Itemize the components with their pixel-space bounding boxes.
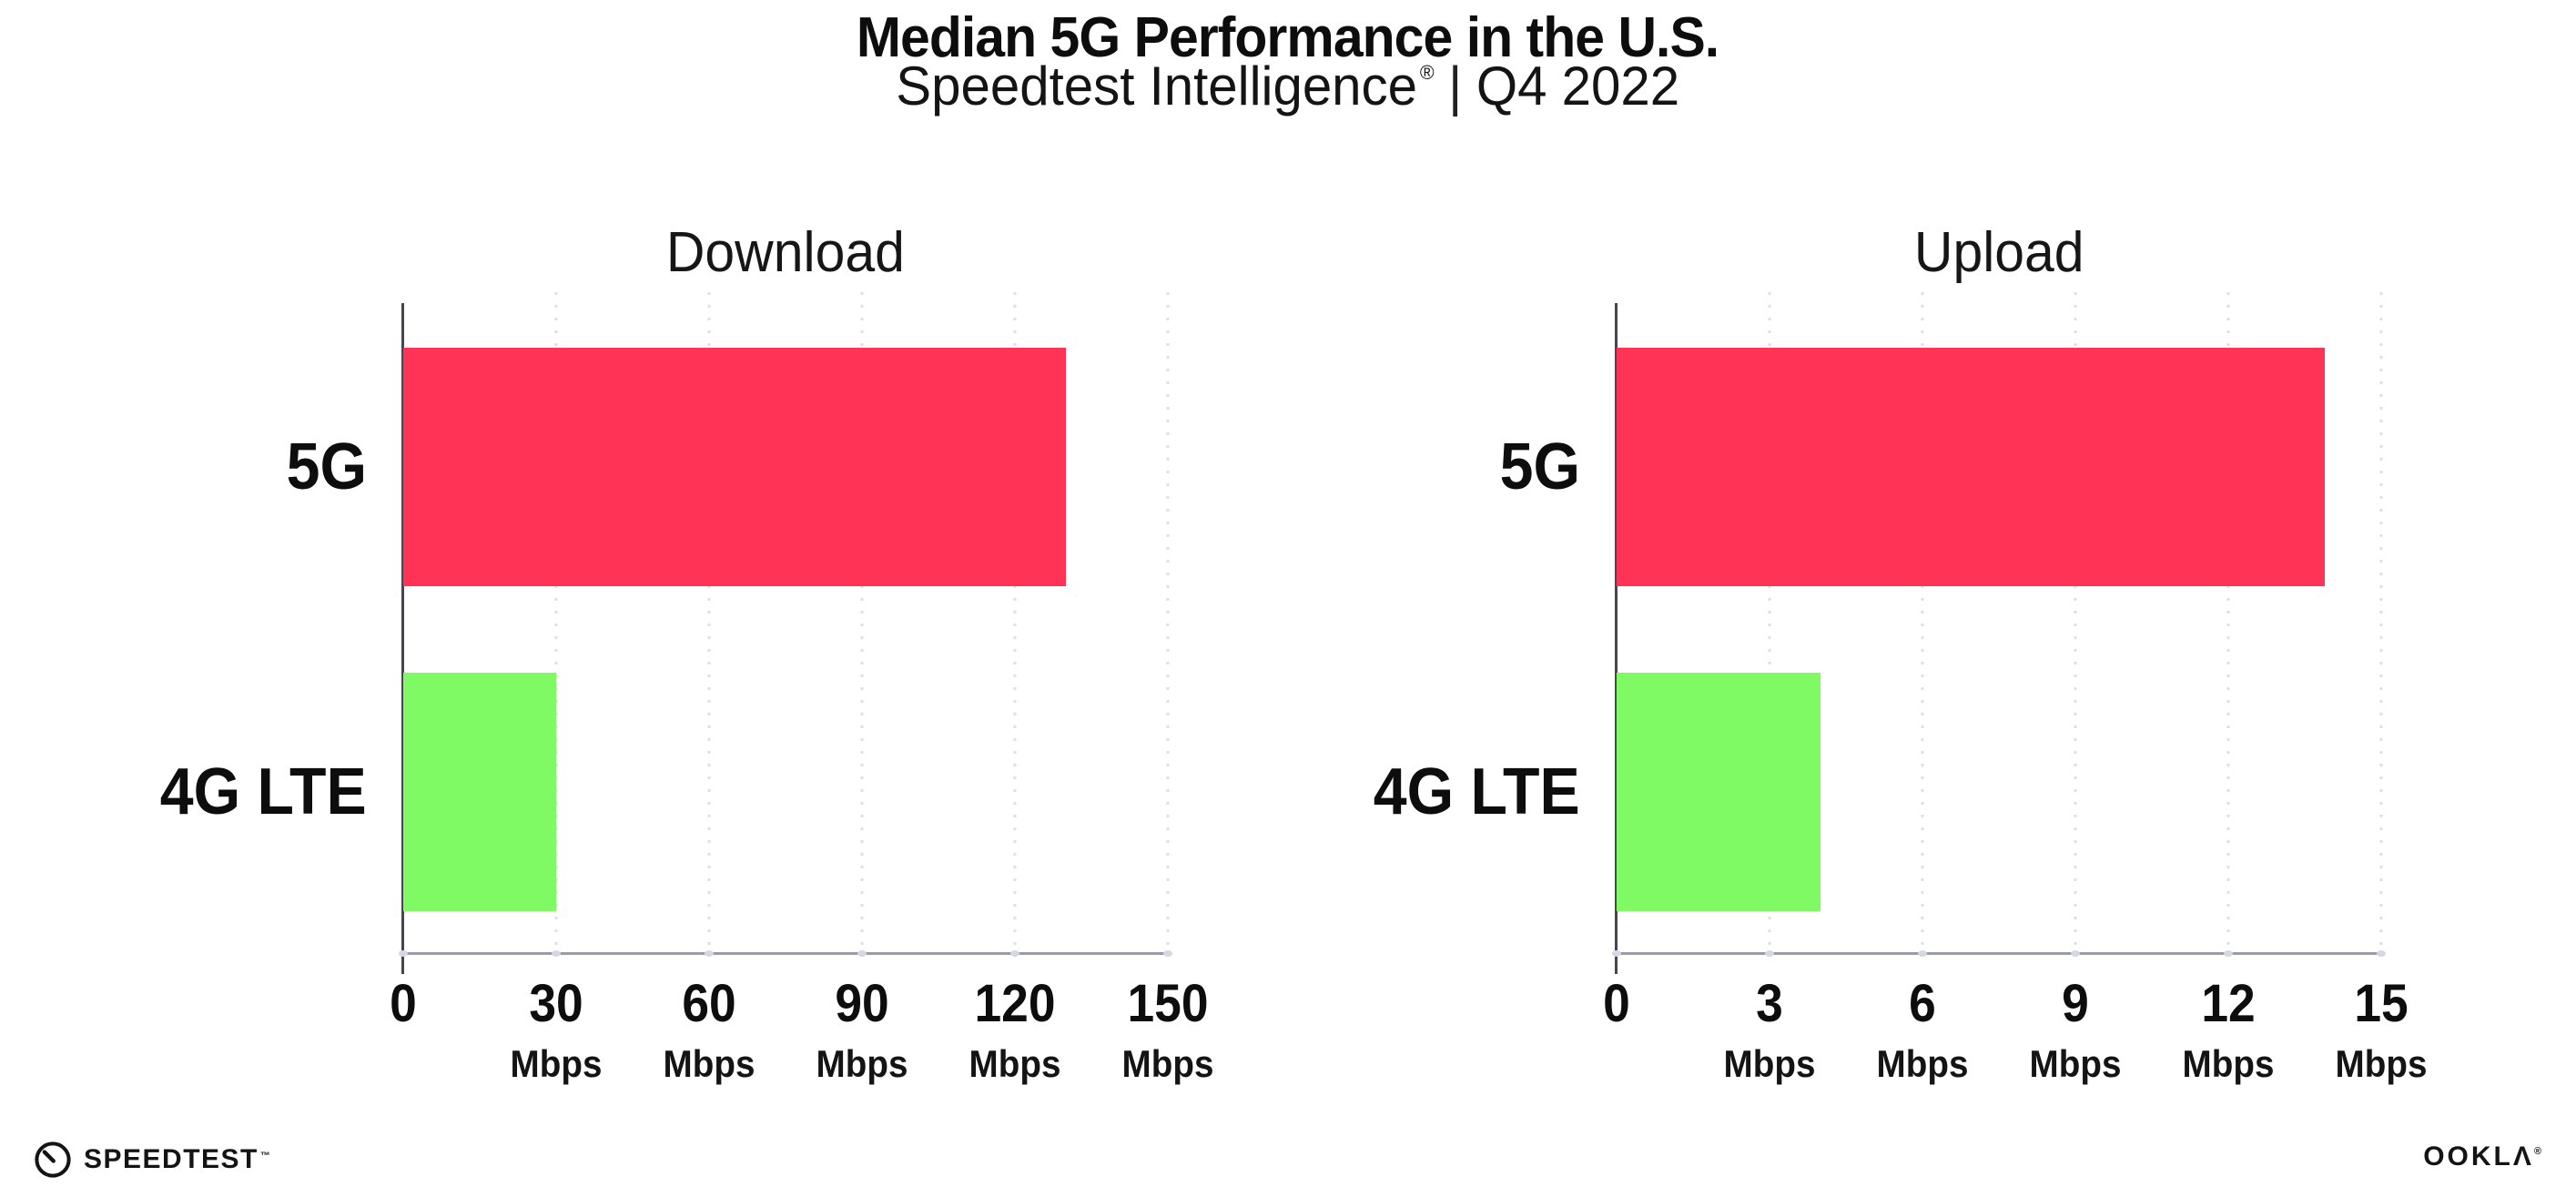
x-tick-unit-label: Mbps [969,1042,1061,1085]
page-subtitle: Speedtest Intelligence ® | Q4 2022 [0,55,2576,117]
trademark-mark: ™ [259,1151,272,1161]
gridline-30 [554,292,558,952]
axis-tick-dot-120 [1010,950,1019,957]
bar-4g-lte-download [403,672,556,911]
axis-tick-dot-15 [2377,950,2386,957]
chart-title-upload-text: Upload [1913,221,2084,284]
x-tick-label-0: 0 [1603,974,1630,1033]
gridline-150 [1166,292,1170,952]
x-tick-unit-label: Mbps [663,1042,756,1085]
x-tick-unit-label: Mbps [1723,1042,1816,1085]
x-tick-unit-label: Mbps [510,1042,603,1085]
bar-5g-download [403,348,1066,587]
gridline-12 [2226,292,2230,952]
ookla-logo: OOKLΛ® [2423,1143,2541,1171]
chart-download-plot-area: 0 30 Mbps 60 Mbps 90 Mbps 120 Mbps 150 Mbps 5G 4G LT… [160,292,1213,1083]
chart-upload: Upload 0 3 Mbps 6 Mbps 9 Mbps 12 Mbps 15 Mbps 5G 4G … [1374,221,2427,1083]
subtitle-brand: Speedtest Intelligence [896,56,1418,117]
gridline-6 [1921,292,1924,952]
category-label-5g: 5G [286,431,367,504]
axis-tick-dot-60 [705,950,714,957]
category-label-4g-lte: 4G LTE [1374,755,1580,828]
x-tick-unit-label: Mbps [2029,1042,2122,1085]
x-tick-label-150: 150 [1127,974,1209,1033]
category-label-4g-lte: 4G LTE [160,755,367,828]
page-subtitle-text: Speedtest Intelligence ® | Q4 2022 [897,55,1680,117]
gridline-3 [1768,292,1771,952]
speedtest-logo: SPEEDTEST ™ [33,1140,271,1180]
x-tick-unit-label: Mbps [816,1042,908,1085]
ookla-wordmark-text: OOKLΛ [2423,1141,2534,1172]
axis-tick-dot-3 [1765,950,1774,957]
bar-5g-upload [1617,348,2326,587]
gridline-90 [860,292,864,952]
axis-tick-dot-12 [2224,950,2233,957]
x-tick-label-120: 120 [974,974,1056,1033]
subtitle-separator: | [1448,56,1463,117]
x-tick-label-30: 30 [529,974,583,1033]
x-tick-label-0: 0 [390,974,417,1033]
x-tick-label-9: 9 [2062,974,2089,1033]
speedtest-wordmark: SPEEDTEST ™ [84,1146,271,1173]
chart-title-upload: Upload [1617,220,2381,285]
chart-title-download-text: Download [666,221,905,284]
x-tick-unit-label: Mbps [2335,1042,2428,1085]
gridline-60 [707,292,711,952]
gridline-9 [2074,292,2077,952]
x-axis-line [1615,952,2385,955]
axis-tick-dot-150 [1163,950,1172,957]
x-axis-line [401,952,1171,955]
axis-tick-dot-90 [857,950,867,957]
x-tick-unit-label: Mbps [1876,1042,1969,1085]
page-title: Median 5G Performance in the U.S. [0,5,2576,70]
chart-title-download: Download [403,220,1168,285]
registered-mark: ® [2533,1146,2541,1157]
axis-tick-dot-0 [1612,950,1621,957]
subtitle-period: Q4 2022 [1476,56,1680,117]
x-tick-label-3: 3 [1756,974,1783,1033]
x-tick-unit-label: Mbps [2182,1042,2275,1085]
bar-4g-lte-upload [1617,672,1820,911]
speedtest-wordmark-text: SPEEDTEST [84,1144,259,1174]
axis-tick-dot-9 [2071,950,2080,957]
x-tick-label-12: 12 [2201,974,2256,1033]
x-tick-label-90: 90 [835,974,889,1033]
gridline-15 [2379,292,2383,952]
x-tick-label-6: 6 [1909,974,1936,1033]
axis-tick-dot-0 [399,950,408,957]
x-tick-label-60: 60 [682,974,736,1033]
registered-trademark-mark: ® [1420,61,1435,84]
category-label-5g: 5G [1499,431,1580,504]
y-axis-line [401,303,404,974]
x-tick-label-15: 15 [2354,974,2409,1033]
axis-tick-dot-30 [552,950,561,957]
chart-download: Download 0 30 Mbps 60 Mbps 90 Mbps 120 Mbps 150 Mb… [160,221,1213,1083]
y-axis-line [1615,303,1618,974]
axis-tick-dot-6 [1918,950,1927,957]
page-title-text: Median 5G Performance in the U.S. [857,6,1719,69]
x-tick-unit-label: Mbps [1121,1042,1214,1085]
gridline-120 [1013,292,1017,952]
gauge-icon [35,1141,71,1178]
chart-upload-plot-area: 0 3 Mbps 6 Mbps 9 Mbps 12 Mbps 15 Mbps 5G 4G LTE [1374,292,2427,1083]
